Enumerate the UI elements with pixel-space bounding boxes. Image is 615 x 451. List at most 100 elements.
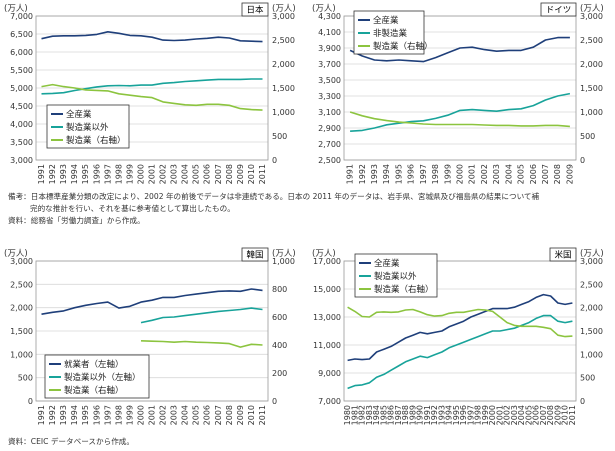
usa-title: 米国 (554, 250, 571, 261)
japan-title-box (241, 2, 269, 17)
usa-x-tick: 1988 (401, 405, 410, 425)
usa-x-tick: 1990 (416, 405, 425, 425)
korea-x-tick: 2010 (247, 405, 256, 425)
germany-x-tick: 2009 (565, 164, 574, 184)
korea-x-tick: 1991 (37, 405, 46, 425)
korea-legend-label: 製造業以外（左軸） (64, 372, 141, 383)
korea-legend-label: 製造業（右軸） (64, 385, 124, 396)
korea-y-tick-right: 0 (272, 397, 277, 406)
usa-x-tick: 1995 (452, 405, 461, 425)
usa-y-tick-left: 11,000 (313, 341, 341, 350)
japan-y-tick-left: 4,500 (10, 102, 33, 111)
korea-y-tick-right: 800 (272, 285, 287, 294)
germany-y-tick-right: 500 (580, 132, 595, 141)
korea-x-tick: 1996 (92, 405, 101, 425)
japan-x-tick: 2000 (136, 164, 145, 184)
germany-title-box (540, 2, 577, 17)
usa-right-unit-label: (万人) (580, 249, 604, 259)
germany-y-tick-left: 3,900 (318, 44, 341, 53)
japan-x-tick: 2004 (181, 164, 190, 184)
japan-x-tick: 2007 (214, 164, 223, 184)
germany-y-tick-left: 2,500 (318, 156, 341, 165)
germany-y-tick-left: 3,100 (318, 108, 341, 117)
germany-x-tick: 1991 (346, 164, 355, 184)
korea-y-tick-left: 500 (18, 374, 33, 383)
usa-y-tick-right: 1,500 (580, 327, 603, 336)
usa-legend-label: 全産業 (374, 258, 400, 269)
usa-x-tick: 2009 (553, 405, 562, 425)
usa-series-line-1 (347, 293, 573, 362)
japan-y-tick-left: 5,000 (10, 84, 33, 93)
korea-series-line-3 (140, 340, 263, 348)
usa-x-tick: 1994 (445, 405, 454, 425)
korea-plot-frame (35, 260, 269, 402)
usa-x-tick: 1989 (408, 405, 417, 425)
japan-x-tick: 1991 (37, 164, 46, 184)
japan-y-tick-right: 2,500 (272, 36, 295, 45)
chart-japan: 3,000 3,500 4,000 4,500 5,000 5,500 6,000 6,500… (0, 2, 307, 187)
korea-x-tick: 2003 (170, 405, 179, 425)
usa-x-tick: 1984 (372, 405, 381, 425)
japan-y-tick-right: 1,500 (272, 84, 295, 93)
germany-y-tick-right: 1,500 (580, 84, 603, 93)
usa-left-unit-label: (万人) (312, 249, 336, 259)
usa-x-tick: 1999 (481, 405, 490, 425)
japan-series-line-3 (41, 83, 263, 111)
korea-legend-box (44, 354, 150, 399)
korea-series-line-2 (140, 307, 263, 324)
usa-title-box (549, 247, 577, 262)
korea-x-tick: 2000 (136, 405, 145, 425)
usa-y-tick-left: 13,000 (313, 313, 341, 322)
japan-x-tick: 1995 (81, 164, 90, 184)
korea-left-unit-label: (万人) (4, 249, 28, 259)
usa-y-tick-right: 1,000 (580, 350, 603, 359)
germany-y-tick-right: 1,000 (580, 108, 603, 117)
germany-y-tick-right: 3,000 (580, 12, 603, 21)
germany-legend-label: 全産業 (373, 15, 399, 26)
japan-left-unit-label: (万人) (4, 4, 28, 14)
usa-y-tick-right: 500 (580, 374, 595, 383)
germany-left-unit-label: (万人) (312, 4, 336, 14)
japan-legend-label: 製造業（右軸） (66, 135, 126, 146)
usa-y-tick-left: 17,000 (313, 257, 341, 266)
germany-y-tick-left: 2,900 (318, 124, 341, 133)
usa-legend-label: 製造業以外 (374, 271, 417, 282)
korea-x-tick: 1995 (81, 405, 90, 425)
korea-x-tick: 2005 (192, 405, 201, 425)
japan-y-tick-right: 1,000 (272, 108, 295, 117)
usa-series-line-3 (347, 306, 573, 338)
usa-x-tick: 2001 (495, 405, 504, 425)
usa-x-tick: 2002 (503, 405, 512, 425)
korea-y-tick-right: 200 (272, 369, 287, 378)
japan-series-line-1 (41, 31, 263, 43)
korea-title-box (241, 247, 269, 262)
usa-x-tick: 1983 (365, 405, 374, 425)
korea-y-tick-right: 400 (272, 341, 287, 350)
korea-x-tick: 1994 (70, 405, 79, 425)
chart-germany: 2,500 2,700 2,900 3,100 3,300 3,500 3,700 3,900… (308, 2, 615, 187)
usa-x-tick: 1986 (387, 405, 396, 425)
germany-x-tick: 2003 (492, 164, 501, 184)
usa-x-tick: 2008 (546, 405, 555, 425)
japan-x-tick: 1994 (70, 164, 79, 184)
usa-x-tick: 2003 (510, 405, 519, 425)
usa-x-tick: 1997 (466, 405, 475, 425)
note-japan-line1: 備考：日本標準産業分類の改定により、2002 年の前後でデータは非連続である。日… (8, 192, 540, 201)
japan-x-tick: 2005 (192, 164, 201, 184)
chart-korea: 0 500 1,000 1,500 2,000 2,500 3,000 0 200 400 600 8… (0, 243, 307, 433)
germany-x-tick: 1997 (419, 164, 428, 184)
note-japan-line2: 完的な推計を行い、それを基に参考値として算出したもの。 (30, 204, 235, 213)
korea-x-tick: 2002 (159, 405, 168, 425)
germany-series-line-1 (349, 36, 570, 63)
germany-y-tick-left: 3,700 (318, 60, 341, 69)
germany-plot-frame (343, 15, 577, 161)
japan-y-tick-left: 3,000 (10, 156, 33, 165)
korea-x-tick: 1997 (103, 405, 112, 425)
usa-x-tick: 1985 (379, 405, 388, 425)
japan-x-tick: 1996 (92, 164, 101, 184)
korea-x-tick: 2006 (203, 405, 212, 425)
usa-y-tick-right: 0 (580, 397, 585, 406)
korea-y-tick-left: 2,000 (10, 304, 33, 313)
germany-y-tick-right: 0 (580, 156, 585, 165)
germany-y-tick-left: 2,700 (318, 140, 341, 149)
